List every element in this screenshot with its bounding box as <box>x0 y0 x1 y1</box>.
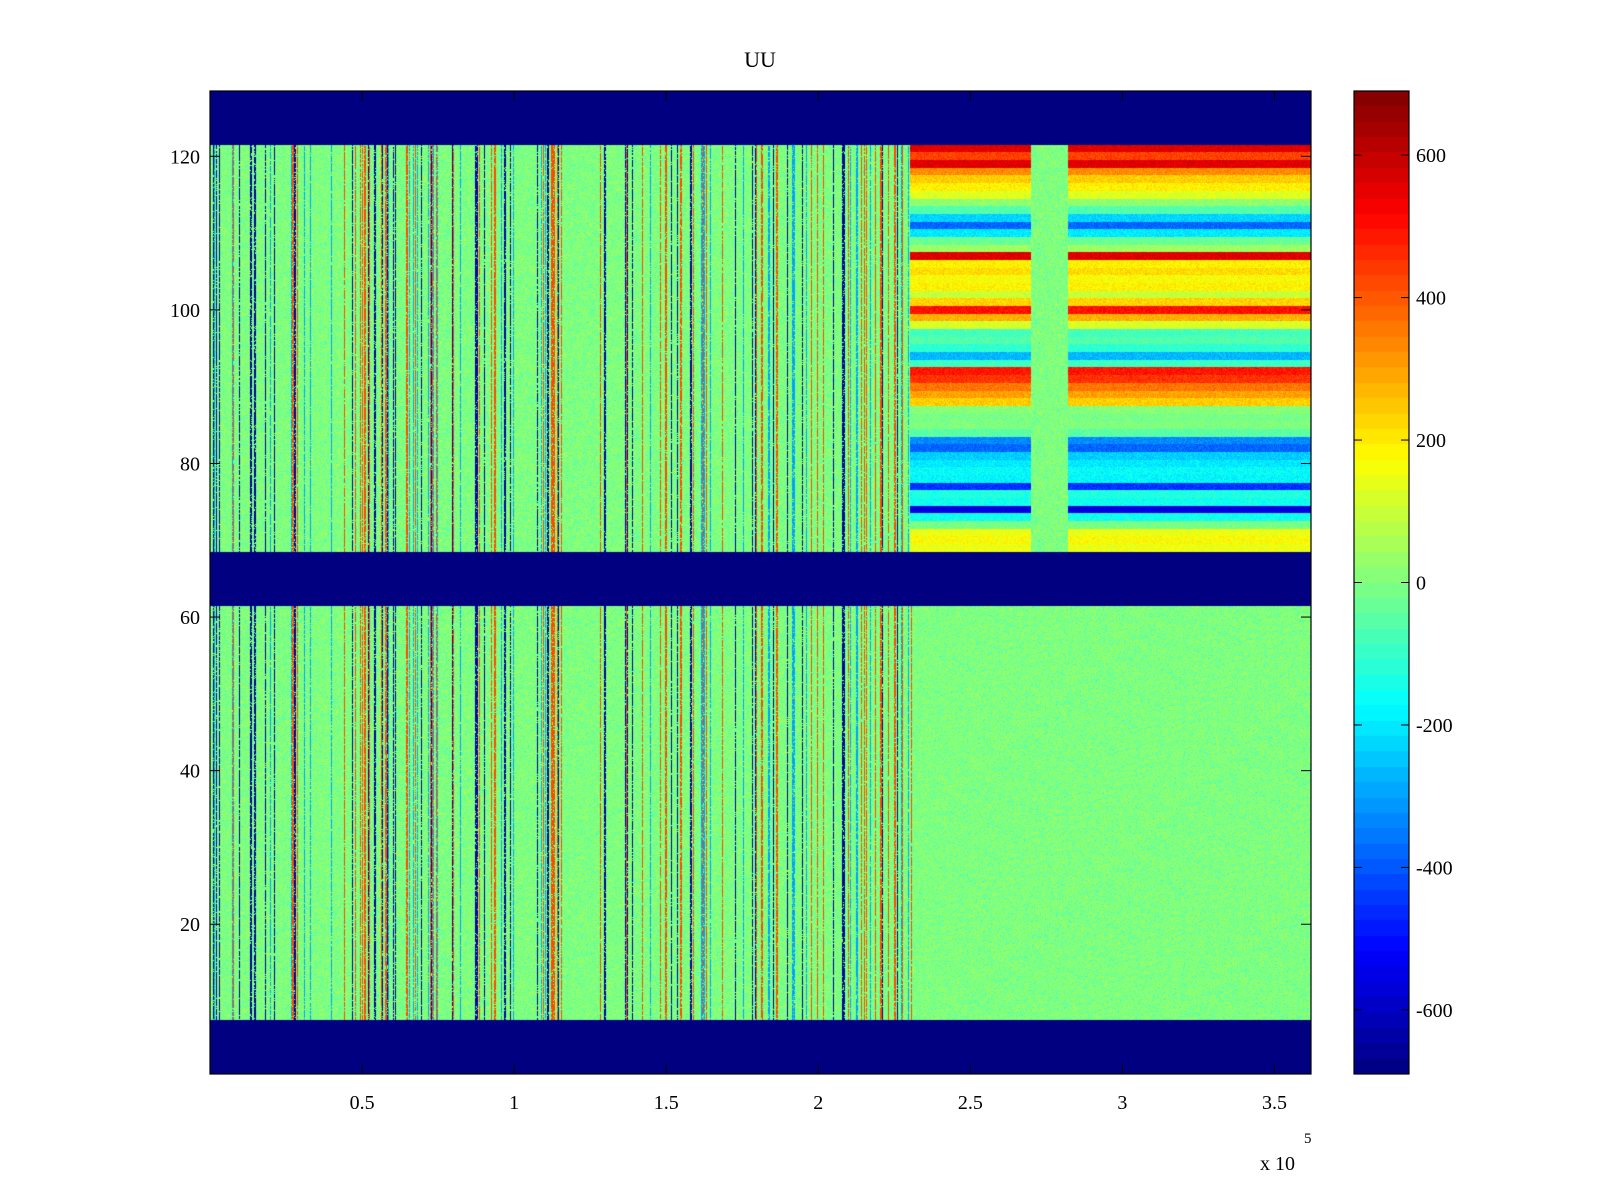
colorbar-tick-label: -200 <box>1416 715 1453 737</box>
colorbar-tick-label: 600 <box>1416 145 1446 167</box>
x-exponent-label: x 10 <box>1260 1153 1295 1175</box>
colorbar-tick-label: 400 <box>1416 288 1446 310</box>
x-tick-label: 2 <box>813 1092 823 1114</box>
colorbar-tick-label: -400 <box>1416 857 1453 879</box>
y-tick-label: 100 <box>170 300 200 322</box>
x-tick-label: 0.5 <box>350 1092 375 1114</box>
y-tick-label: 20 <box>180 914 200 936</box>
y-tick-label: 120 <box>170 146 200 168</box>
x-tick-label: 3 <box>1117 1092 1127 1114</box>
x-tick-label: 3.5 <box>1262 1092 1287 1114</box>
chart-title: UU <box>744 47 776 72</box>
colorbar-tick-label: 0 <box>1416 573 1426 595</box>
plot-frame <box>209 90 1312 1075</box>
colorbar-tick-label: 200 <box>1416 430 1446 452</box>
colorbar-tick-label: -600 <box>1416 1000 1453 1022</box>
y-axis: 20 40 60 80 100 120 <box>170 146 1311 936</box>
y-tick-label: 80 <box>180 453 200 475</box>
x-tick-label: 2.5 <box>958 1092 983 1114</box>
x-tick-label: 1.5 <box>654 1092 679 1114</box>
y-tick-label: 40 <box>180 761 200 783</box>
x-axis: 0.5 1 1.5 2 2.5 3 3.5 <box>350 91 1287 1114</box>
x-exponent-power: 5 <box>1304 1131 1312 1147</box>
colorbar-gradient <box>1354 91 1409 1074</box>
x-tick-label: 1 <box>509 1092 519 1114</box>
colorbar-axis: -600 -400 -200 0 200 400 600 <box>1354 145 1453 1022</box>
y-tick-label: 60 <box>180 607 200 629</box>
heatmap-image <box>210 91 1311 1074</box>
